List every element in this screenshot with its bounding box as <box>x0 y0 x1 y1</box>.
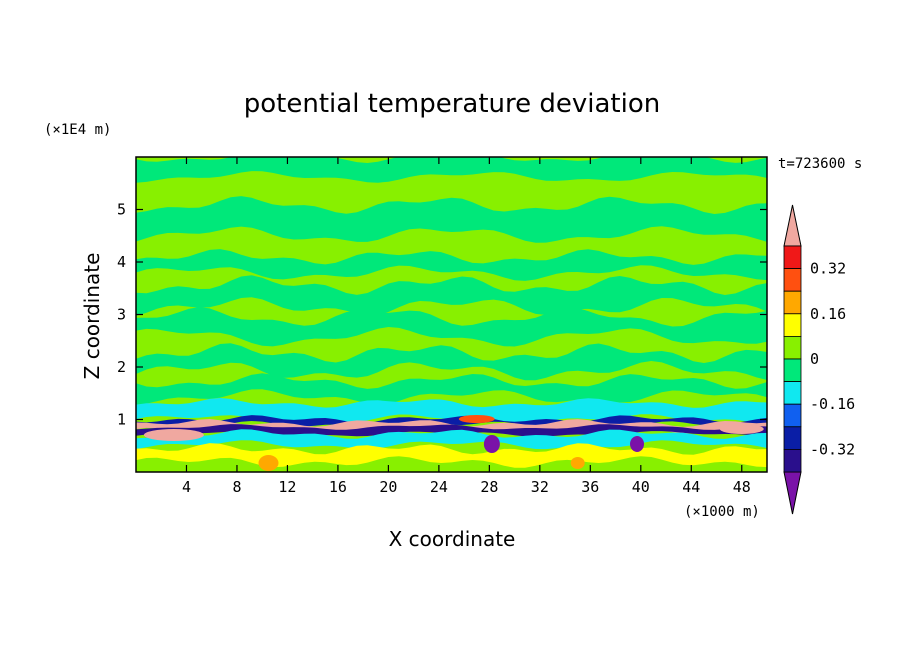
colorbar: -0.32 -0.16 0 0.16 0.32 <box>783 204 855 515</box>
colorbar-swatch <box>783 268 802 292</box>
y-tick-label: 3 <box>117 306 126 324</box>
x-tick-label: 8 <box>232 478 241 496</box>
colorbar-swatch <box>783 245 802 270</box>
x-axis: 4 8 12 16 20 24 28 32 36 40 44 48 <box>182 157 751 496</box>
colorbar-swatch <box>783 313 802 337</box>
band-lower-2 <box>136 373 767 405</box>
colorbar-arrow-top <box>783 204 802 247</box>
y-axis: 1 2 3 4 5 <box>117 201 767 429</box>
y-tick-label: 1 <box>117 411 126 429</box>
y-unit-label: (×1E4 m) <box>44 122 111 138</box>
colorbar-tick-label: 0 <box>810 350 819 368</box>
band-mid-3 <box>136 307 767 347</box>
band-cyan-low <box>136 429 767 450</box>
colorbar-swatch <box>783 448 802 473</box>
y-tick-label: 2 <box>117 358 126 376</box>
colorbar-swatch <box>783 358 802 383</box>
band-top <box>136 157 767 183</box>
x-tick-label: 24 <box>430 478 448 496</box>
x-unit-label: (×1000 m) <box>684 504 760 520</box>
colorbar-swatch <box>783 403 802 428</box>
colorbar-tick-label: 0.32 <box>810 260 846 278</box>
colorbar-swatch <box>783 290 802 315</box>
contour-field <box>136 157 767 472</box>
feature-warm-mid <box>458 415 495 423</box>
band-yellow-low <box>136 443 767 468</box>
x-tick-label: 40 <box>632 478 650 496</box>
feature-cold-28 <box>483 435 500 453</box>
x-tick-label: 20 <box>379 478 397 496</box>
x-tick-label: 16 <box>329 478 347 496</box>
colorbar-tick-label: -0.16 <box>810 395 855 413</box>
band-lower-1 <box>136 343 767 381</box>
chart-title: potential temperature deviation <box>244 89 660 119</box>
x-tick-label: 28 <box>480 478 498 496</box>
feature-warm-left <box>143 429 204 441</box>
colorbar-tick-label: -0.32 <box>810 440 855 458</box>
colorbar-swatch <box>783 381 802 405</box>
colorbar-swatch <box>783 426 802 450</box>
band-upper <box>136 196 767 243</box>
colorbar-arrow-bottom <box>783 471 802 515</box>
feature-warm-right <box>719 424 764 434</box>
x-tick-label: 32 <box>531 478 549 496</box>
time-label: t=723600 s <box>778 156 862 172</box>
x-tick-label: 48 <box>733 478 751 496</box>
x-tick-label: 44 <box>682 478 700 496</box>
y-tick-label: 5 <box>117 201 126 219</box>
x-tick-label: 36 <box>581 478 599 496</box>
feature-orange-low <box>258 455 279 471</box>
y-tick-label: 4 <box>117 253 126 271</box>
colorbar-tick-label: 0.16 <box>810 305 846 323</box>
colorbar-swatch <box>783 335 802 360</box>
feature-cold-40 <box>630 436 645 452</box>
x-tick-label: 4 <box>182 478 191 496</box>
y-axis-label: Z coordinate <box>80 253 104 380</box>
x-tick-label: 12 <box>278 478 296 496</box>
band-mid-2 <box>136 275 767 316</box>
x-axis-label: X coordinate <box>389 527 516 551</box>
band-mid-1 <box>136 249 767 281</box>
feature-orange-low-2 <box>570 457 585 469</box>
